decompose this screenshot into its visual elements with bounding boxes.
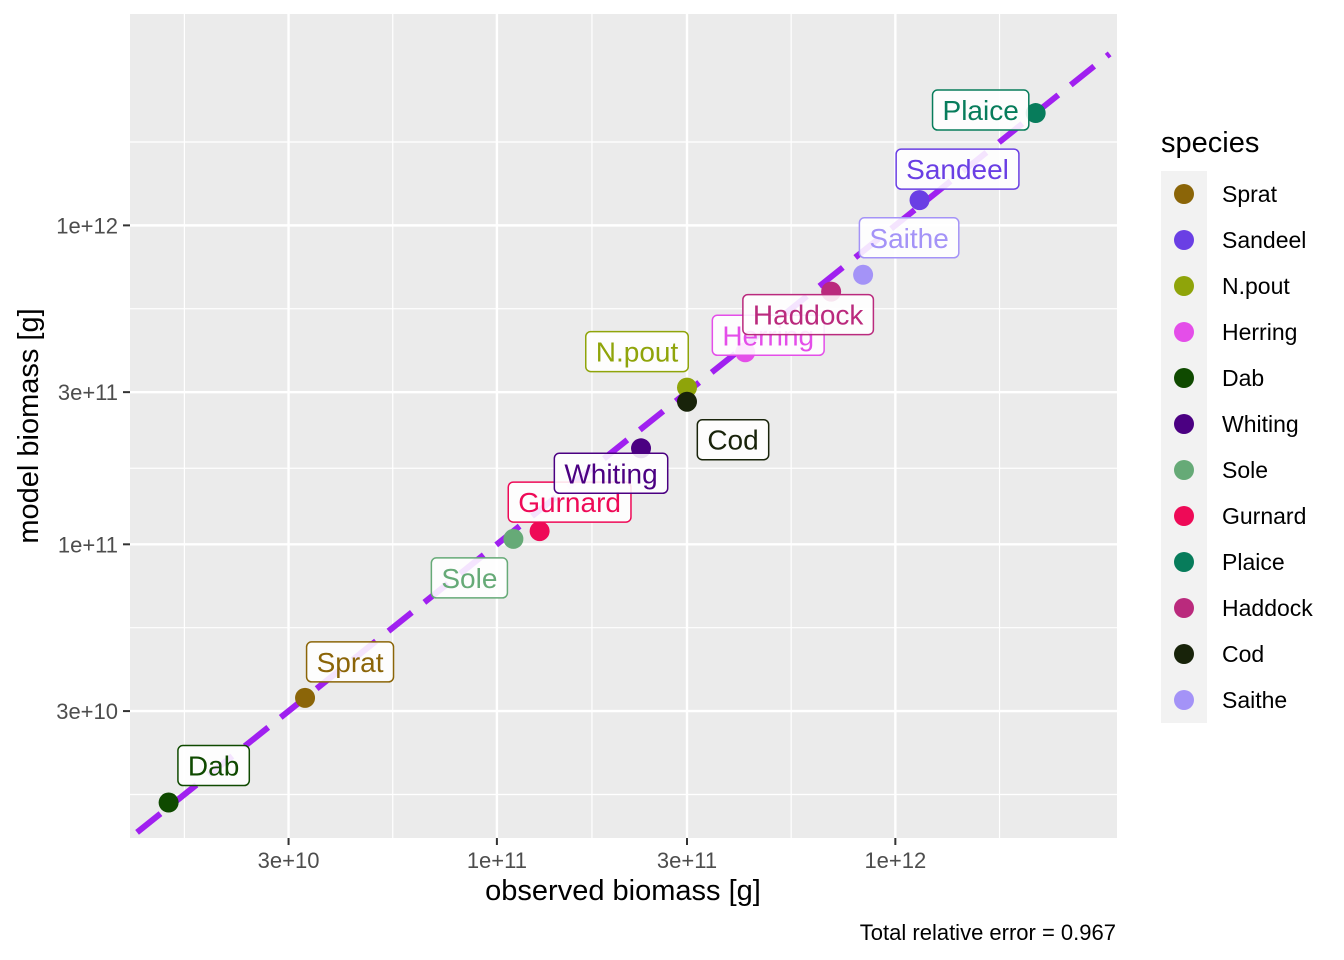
legend-key-npout — [1174, 276, 1194, 296]
point-label-box — [305, 641, 395, 683]
point-label-box — [553, 452, 669, 495]
data-points: SpratDabSoleGurnardWhitingN.poutCodHerri… — [158, 89, 1046, 813]
point-label-dab: Dab — [177, 744, 251, 787]
point-dab — [158, 792, 179, 813]
legend-label-herring: Herring — [1222, 319, 1297, 345]
legend-key-gurnard — [1174, 506, 1194, 526]
point-label-text: Dab — [188, 751, 239, 782]
point-label-text: Plaice — [943, 95, 1019, 126]
x-axis: 3e+10 1e+11 3e+11 1e+12 — [258, 838, 926, 873]
y-tick-label: 3e+10 — [56, 699, 118, 724]
legend-label-plaice: Plaice — [1222, 549, 1285, 575]
plot-panel — [130, 14, 1117, 838]
legend-key-haddock — [1174, 598, 1194, 618]
legend-key-whiting — [1174, 414, 1194, 434]
point-cod — [677, 391, 698, 412]
legend-label-npout: N.pout — [1222, 273, 1290, 299]
point-npout — [677, 377, 698, 398]
legend-key-background — [1161, 171, 1207, 723]
x-axis-title: observed biomass [g] — [485, 875, 761, 907]
legend-key-dab — [1174, 368, 1194, 388]
point-gurnard — [529, 521, 550, 542]
point-label-haddock: Haddock — [742, 293, 875, 336]
point-label-npout: N.pout — [585, 330, 690, 373]
legend-label-sprat: Sprat — [1222, 181, 1278, 207]
point-label-sandeel: Sandeel — [895, 148, 1020, 190]
minor-gridlines — [130, 14, 1117, 838]
point-label-text: Sprat — [317, 647, 384, 678]
point-label-cod: Cod — [696, 418, 770, 461]
legend-key-sole — [1174, 460, 1194, 480]
point-label-text: N.pout — [596, 337, 679, 368]
point-saithe — [853, 264, 874, 285]
point-label-saithe: Saithe — [858, 217, 960, 259]
legend: species Sprat Sandeel N.pout Herring Dab Whit… — [1161, 127, 1313, 723]
legend-label-sandeel: Sandeel — [1222, 227, 1306, 253]
x-tick-label: 3e+11 — [657, 848, 717, 873]
point-label-box — [858, 217, 960, 259]
point-label-sole: Sole — [430, 557, 509, 599]
point-label-text: Whiting — [564, 458, 657, 489]
x-tick-label: 1e+11 — [467, 848, 527, 873]
y-axis-title: model biomass [g] — [13, 308, 45, 543]
legend-label-gurnard: Gurnard — [1222, 503, 1306, 529]
legend-key-herring — [1174, 322, 1194, 342]
legend-key-plaice — [1174, 552, 1194, 572]
y-tick-label: 1e+12 — [56, 213, 118, 238]
point-label-plaice: Plaice — [931, 89, 1030, 131]
legend-label-cod: Cod — [1222, 641, 1264, 667]
point-label-box — [696, 418, 770, 461]
legend-key-cod — [1174, 644, 1194, 664]
major-gridlines — [130, 14, 1117, 838]
point-label-box — [742, 293, 875, 336]
point-label-text: Haddock — [753, 300, 865, 331]
legend-key-saithe — [1174, 690, 1194, 710]
point-label-box — [585, 330, 690, 373]
point-label-text: Saithe — [869, 223, 948, 254]
legend-title: species — [1161, 127, 1259, 159]
legend-key-sprat — [1174, 184, 1194, 204]
y-tick-label: 1e+11 — [58, 532, 118, 557]
point-label-sprat: Sprat — [305, 641, 395, 683]
point-sprat — [295, 687, 316, 708]
point-label-text: Sole — [441, 563, 497, 594]
point-plaice — [1025, 103, 1046, 124]
point-label-box — [177, 744, 251, 787]
point-label-text: Cod — [707, 425, 758, 456]
legend-label-whiting: Whiting — [1222, 411, 1299, 437]
legend-items: Sprat Sandeel N.pout Herring Dab Whiting Sole G… — [1174, 181, 1313, 713]
legend-label-sole: Sole — [1222, 457, 1268, 483]
point-sandeel — [909, 190, 930, 211]
point-label-text: Sandeel — [906, 154, 1009, 185]
y-tick-label: 3e+11 — [58, 380, 118, 405]
legend-label-dab: Dab — [1222, 365, 1264, 391]
x-tick-label: 3e+10 — [258, 848, 320, 873]
legend-label-haddock: Haddock — [1222, 595, 1313, 621]
y-axis: 3e+10 1e+11 3e+11 1e+12 — [56, 213, 130, 724]
point-label-box — [895, 148, 1020, 190]
point-label-box — [931, 89, 1030, 131]
legend-label-saithe: Saithe — [1222, 687, 1287, 713]
legend-key-sandeel — [1174, 230, 1194, 250]
point-label-box — [430, 557, 509, 599]
point-sole — [503, 528, 524, 549]
x-tick-label: 1e+12 — [864, 848, 926, 873]
point-label-whiting: Whiting — [553, 452, 669, 495]
caption-total-relative-error: Total relative error = 0.967 — [860, 920, 1116, 945]
